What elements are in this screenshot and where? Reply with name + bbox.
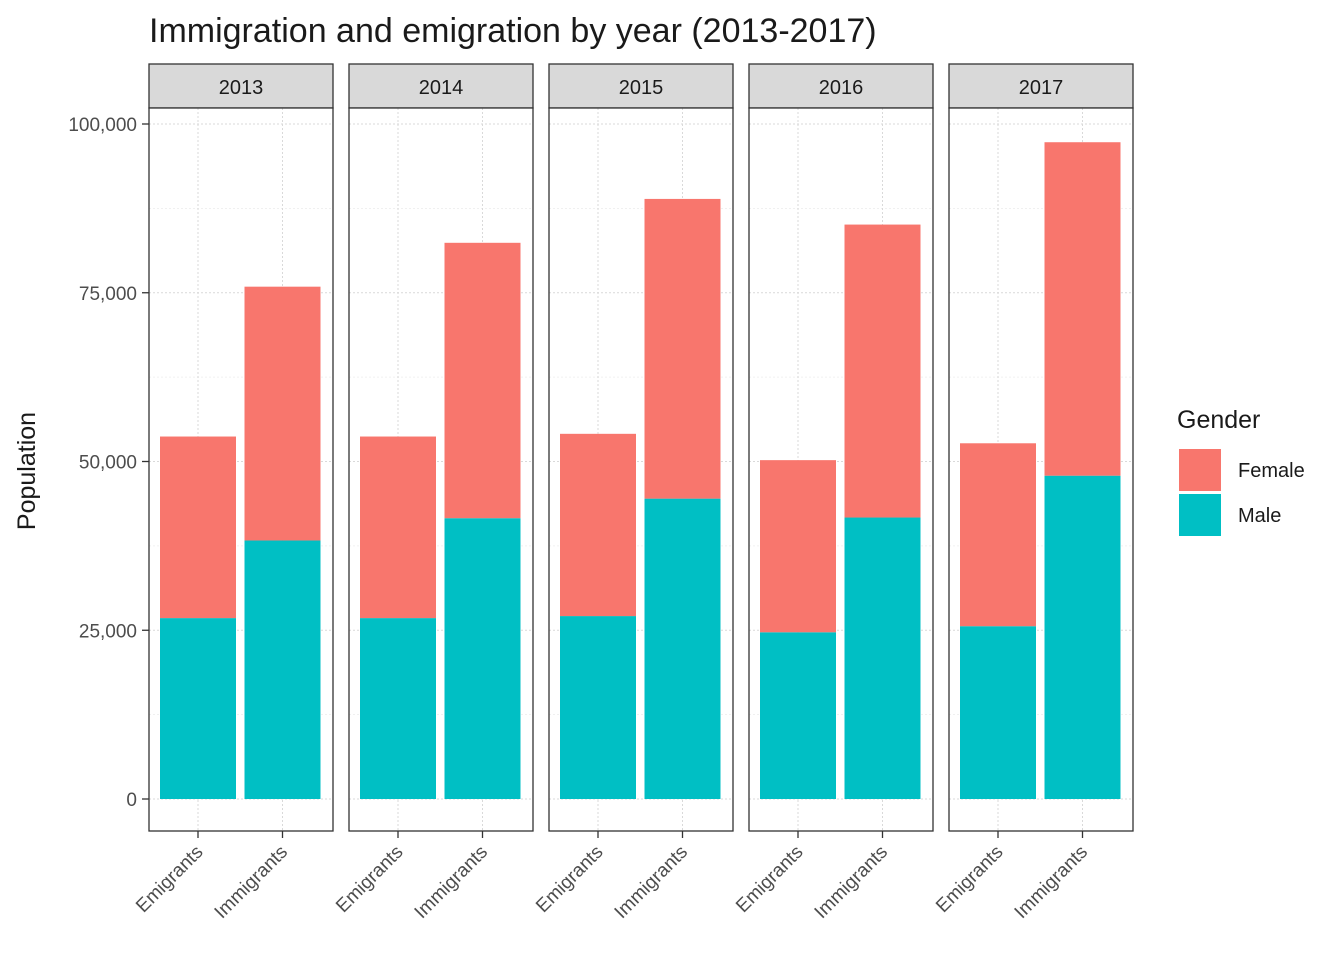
bar-female-emigrants-2017 [960,443,1036,627]
facet-strip [348,63,534,109]
bar-female-immigrants-2015 [644,198,721,499]
facet-strip-label: 2016 [819,77,864,99]
panel-border [748,107,934,832]
x-tick-label: Immigrants [611,842,692,923]
bar-female-immigrants-2016 [844,224,921,518]
x-tick-label: Emigrants [932,842,1007,917]
bar-female-immigrants-2017 [1044,142,1121,476]
legend-key-female [1179,449,1221,491]
bar-female-emigrants-2016 [760,460,836,633]
bar-male-emigrants-2015 [560,616,636,799]
facet-panel-2014: 2014 Emigrants Immigrants [332,63,534,923]
x-tick-label: Immigrants [1011,842,1092,923]
bar-male-immigrants-2015 [644,498,721,799]
facet-panel-2016: 2016 Emigrants Immigrants [732,63,934,923]
panel-border [348,107,534,832]
facet-strip [548,63,734,109]
legend-label-male: Male [1238,505,1281,527]
y-tick-label: 0 [126,790,137,811]
y-tick-label: 75,000 [79,284,137,305]
facet-strip-label: 2017 [1019,77,1064,99]
bar-male-immigrants-2014 [444,518,521,799]
legend: Gender Female Male [1177,406,1305,536]
bar-female-immigrants-2013 [244,286,321,541]
bar-male-immigrants-2013 [244,540,321,799]
x-tick-label: Emigrants [532,842,607,917]
y-tick-label: 25,000 [79,621,137,642]
bar-female-emigrants-2013 [160,436,236,619]
bar-female-emigrants-2015 [560,433,636,617]
facet-strip [148,63,334,109]
facet-strip [748,63,934,109]
x-tick-label: Immigrants [411,842,492,923]
facet-strip-label: 2014 [419,77,464,99]
legend-key-male [1179,494,1221,536]
bar-male-immigrants-2016 [844,517,921,799]
facet-strip-label: 2013 [219,77,264,99]
y-axis-label: Population [13,412,41,530]
panel-border [948,107,1134,832]
facet-panel-2015: 2015 Emigrants Immigrants [532,63,734,923]
panel-border [148,107,334,832]
y-tick-label: 100,000 [68,115,137,136]
bar-male-emigrants-2013 [160,618,236,799]
facet-panel-2017: 2017 Emigrants Immigrants [932,63,1134,923]
y-axis: 0 25,000 50,000 75,000 100,000 [68,115,149,811]
legend-label-female: Female [1238,460,1305,482]
x-tick-label: Emigrants [732,842,807,917]
panel-border [548,107,734,832]
y-tick-label: 50,000 [79,453,137,474]
facet-strip-label: 2015 [619,77,664,99]
bar-male-emigrants-2016 [760,632,836,799]
bar-male-immigrants-2017 [1044,475,1121,799]
x-tick-label: Emigrants [332,842,407,917]
chart-title: Immigration and emigration by year (2013… [149,12,877,50]
x-tick-label: Emigrants [132,842,207,917]
bar-male-emigrants-2014 [360,618,436,799]
bar-male-emigrants-2017 [960,626,1036,799]
bar-female-immigrants-2014 [444,242,521,519]
bar-female-emigrants-2014 [360,436,436,619]
facet-panel-2013: 2013 Emigrants Immigrants [132,63,334,923]
x-tick-label: Immigrants [211,842,292,923]
x-tick-label: Immigrants [811,842,892,923]
legend-title: Gender [1177,406,1260,434]
facet-strip [948,63,1134,109]
